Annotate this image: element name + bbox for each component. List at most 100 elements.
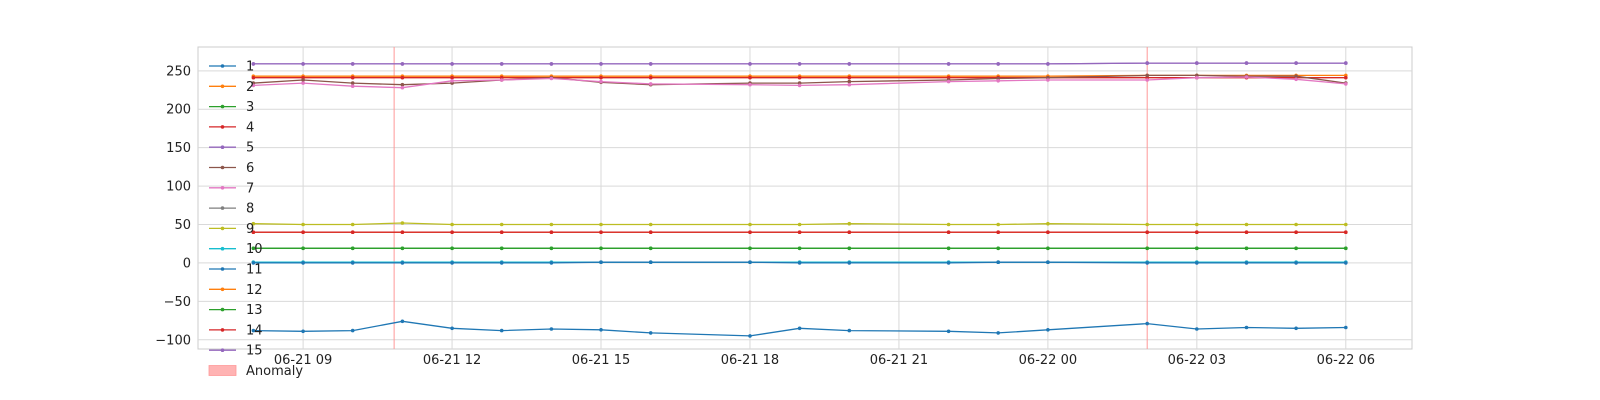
data-point [251,62,256,66]
legend-item: 8 [209,202,254,217]
data-point [797,83,802,88]
data-point [599,62,603,66]
legend-label: 2 [246,80,254,95]
legend-swatch [208,365,237,376]
x-tick-label: 06-22 06 [1317,353,1375,368]
legend-item: 12 [209,283,263,298]
data-point [1195,246,1199,251]
legend-marker [220,104,225,109]
data-point [549,327,554,331]
data-point [1294,246,1298,251]
legend-label: 14 [246,323,263,338]
legend-item: 5 [209,141,254,156]
data-point [847,79,852,84]
legend-marker [220,125,225,129]
data-point [1344,82,1348,86]
x-tick-label: 06-22 00 [1019,353,1077,368]
y-tick-label: 200 [166,103,191,118]
legend-label: 15 [246,344,263,359]
legend-label: 10 [246,242,263,257]
data-point [1344,61,1348,65]
legend-label: 1 [246,60,254,75]
x-tick-label: 06-22 03 [1168,353,1226,368]
series-14 [251,230,1348,234]
legend-marker [220,348,225,353]
data-point [450,326,454,331]
data-point [400,319,405,324]
data-point [1195,61,1199,65]
data-point [946,62,951,66]
data-point [350,222,355,227]
data-point [499,222,504,227]
data-point [946,222,951,227]
data-point [1344,75,1348,80]
data-point [301,329,305,334]
data-point [400,261,405,265]
data-point [748,230,752,234]
data-point [599,75,603,80]
data-point [301,62,305,66]
data-point [400,221,405,225]
data-point [251,261,256,265]
data-point [1195,222,1199,227]
data-point [648,75,653,80]
series-11 [251,260,1348,265]
data-point [797,326,802,331]
legend-item: 15 [209,344,263,359]
data-point [350,62,355,66]
legend-marker [220,226,225,231]
data-point [599,260,603,265]
data-point [251,83,256,88]
data-point [1344,325,1348,330]
data-point [599,246,603,251]
data-point [1145,261,1149,265]
series-1 [251,319,1348,338]
legend-marker [220,84,225,89]
data-point [1244,75,1249,79]
data-point [996,79,1000,83]
data-point [946,246,951,251]
legend-item: 10 [209,242,263,257]
data-point [400,75,405,80]
data-point [1145,73,1149,78]
data-point [450,79,454,83]
data-point [1046,230,1050,234]
data-point [450,261,454,265]
data-point [1294,61,1298,65]
data-point [301,222,305,227]
legend-item: 4 [209,120,254,135]
legend-label: 4 [246,120,254,135]
data-point [1244,261,1249,265]
legend-item: 6 [209,161,254,176]
legend-item: 14 [209,323,263,338]
data-point [648,246,653,251]
y-axis: 250 200 150 100 50 0 −50 −100 [155,64,191,348]
data-point [1244,61,1249,65]
data-point [946,261,951,265]
data-point [1294,77,1298,82]
legend-marker [220,287,225,292]
data-point [1244,230,1249,234]
legend-marker [220,307,225,312]
data-point [1294,74,1298,78]
y-tick-label: 250 [166,64,191,79]
data-point [648,331,653,335]
data-point [847,230,852,234]
data-point [797,75,802,80]
legend-label: 7 [246,181,254,196]
data-point [946,79,951,84]
data-point [251,230,256,234]
data-point [648,230,653,234]
data-point [599,230,603,234]
data-point [350,328,355,333]
data-point [499,78,504,82]
legend-item: 1 [209,60,254,75]
data-point [1145,230,1149,234]
legend-item: 11 [209,263,263,278]
y-tick-label: 50 [174,218,191,233]
legend-item: 7 [209,181,254,196]
data-point [1294,222,1298,227]
data-point [450,246,454,251]
data-point [748,222,752,227]
data-point [847,221,852,226]
